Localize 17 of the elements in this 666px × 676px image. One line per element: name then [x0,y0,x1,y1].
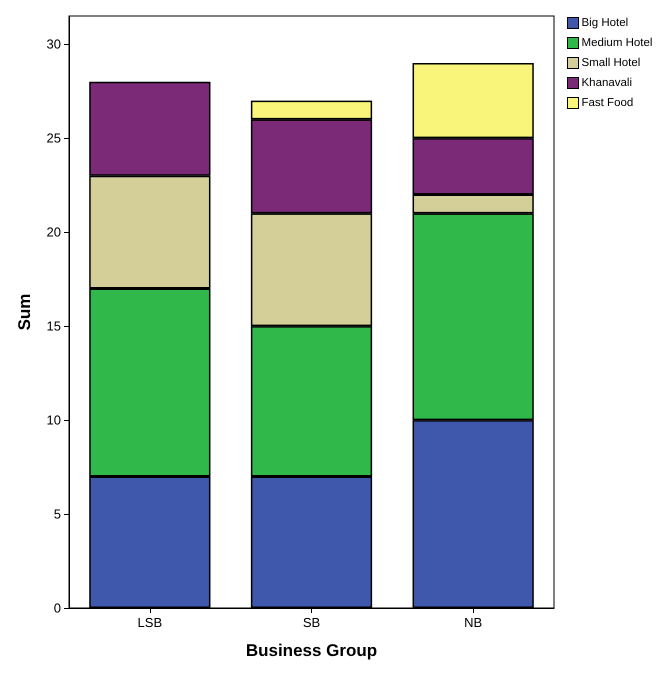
legend-label: Fast Food [582,97,634,109]
y-tick-label: 25 [46,130,61,146]
legend-label: Small Hotel [582,57,640,69]
y-tick-label: 0 [54,600,61,616]
y-tick-label: 15 [46,318,61,334]
y-axis-title: Sum [15,294,34,330]
legend-label: Khanavali [582,77,632,89]
x-tick-label: NB [464,615,482,630]
x-axis-title: Business Group [246,641,378,660]
y-tick-label: 20 [46,224,61,240]
legend-label: Big Hotel [582,17,628,29]
y-tick-label: 10 [46,412,61,428]
y-tick-label: 30 [46,36,61,52]
x-tick-label: LSB [138,615,162,630]
x-tick-label: SB [302,615,320,630]
y-tick-label: 5 [54,506,61,522]
legend-label: Medium Hotel [582,37,652,49]
